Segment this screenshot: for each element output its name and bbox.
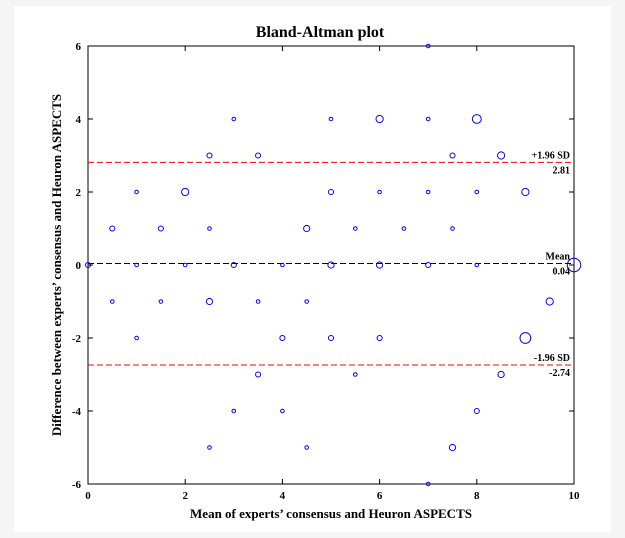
data-point <box>497 370 505 379</box>
data-point <box>134 335 139 341</box>
x-tick-label: 6 <box>377 490 383 502</box>
line-labels: +1.96 SD 2.81 Mean 0.04 -1.96 SD -2.74 <box>532 150 571 379</box>
data-point <box>545 297 554 306</box>
y-tick-label: 4 <box>76 114 82 126</box>
data-point <box>425 481 431 487</box>
data-point <box>377 189 382 195</box>
data-point <box>521 187 530 197</box>
data-point <box>566 257 582 273</box>
data-point <box>109 225 116 232</box>
reference-line-name: -1.96 SD <box>534 353 570 364</box>
reference-lines <box>88 161 574 366</box>
y-tick-label: -6 <box>72 479 82 491</box>
reference-line-value: 0.04 <box>553 267 571 278</box>
data-point <box>425 43 431 49</box>
data-point <box>230 261 237 269</box>
y-tick-label: 0 <box>76 260 82 272</box>
data-point <box>255 152 262 159</box>
data-point <box>471 114 482 124</box>
data-point <box>255 299 261 304</box>
x-tick-label: 2 <box>182 490 188 502</box>
y-tick-label: -4 <box>72 406 82 418</box>
data-point <box>206 152 213 159</box>
data-point <box>134 262 139 268</box>
data-point <box>279 334 286 342</box>
axis-ticks: 0 2 4 6 8 10 -6 -4 -2 0 2 4 6 <box>72 41 580 502</box>
reference-line-name: +1.96 SD <box>532 150 570 161</box>
data-point <box>231 408 237 414</box>
chart-title: Bland-Altman plot <box>256 24 385 41</box>
data-point <box>158 299 164 304</box>
reference-line-value: 2.81 <box>553 165 571 176</box>
data-point <box>327 188 335 196</box>
figure: Bland-Altman plot 0 2 4 6 8 10 -6 -4 -2 0 2 4 6 +1.9… <box>14 6 611 532</box>
data-point <box>110 299 115 304</box>
data-point <box>280 262 285 268</box>
data-point <box>376 334 383 342</box>
reference-line-name: Mean <box>546 252 571 263</box>
data-point <box>327 334 335 342</box>
data-point <box>519 332 532 344</box>
data-point <box>401 226 407 231</box>
bland-altman-chart: Bland-Altman plot 0 2 4 6 8 10 -6 -4 -2 0 2 4 6 +1.9… <box>49 24 582 521</box>
data-point <box>231 116 237 122</box>
data-point <box>207 226 212 231</box>
data-point <box>497 151 506 160</box>
data-point <box>304 445 310 450</box>
data-point <box>280 408 285 414</box>
data-point <box>255 371 262 378</box>
data-point <box>134 189 139 195</box>
y-tick-label: 2 <box>76 187 82 199</box>
data-point <box>473 407 480 415</box>
data-point <box>157 225 164 232</box>
y-axis-label: Difference between experts’ consensus an… <box>49 94 64 436</box>
x-tick-label: 0 <box>85 490 91 502</box>
data-point <box>449 152 456 159</box>
y-tick-label: 6 <box>76 41 82 53</box>
x-tick-label: 4 <box>280 490 286 502</box>
data-point <box>425 261 432 269</box>
data-point <box>375 261 384 269</box>
data-point <box>448 443 457 452</box>
data-points <box>84 43 582 487</box>
data-point <box>474 189 480 195</box>
reference-line-value: -2.74 <box>549 368 570 379</box>
data-point <box>304 299 310 304</box>
data-point <box>182 262 188 268</box>
data-point <box>205 297 214 306</box>
data-point <box>425 189 431 195</box>
data-point <box>375 114 384 124</box>
data-point <box>328 116 334 122</box>
data-point <box>474 262 480 268</box>
x-tick-label: 10 <box>569 490 581 502</box>
data-point <box>353 226 358 231</box>
data-point <box>207 445 212 450</box>
data-point <box>353 372 358 377</box>
data-point <box>181 187 190 197</box>
data-point <box>327 261 335 269</box>
data-point <box>425 116 431 122</box>
data-point <box>450 226 455 231</box>
y-tick-label: -2 <box>72 333 82 345</box>
x-axis-label: Mean of experts’ consensus and Heuron AS… <box>190 506 472 521</box>
x-tick-label: 8 <box>474 490 480 502</box>
data-point <box>303 224 311 233</box>
plot-area <box>87 45 575 485</box>
